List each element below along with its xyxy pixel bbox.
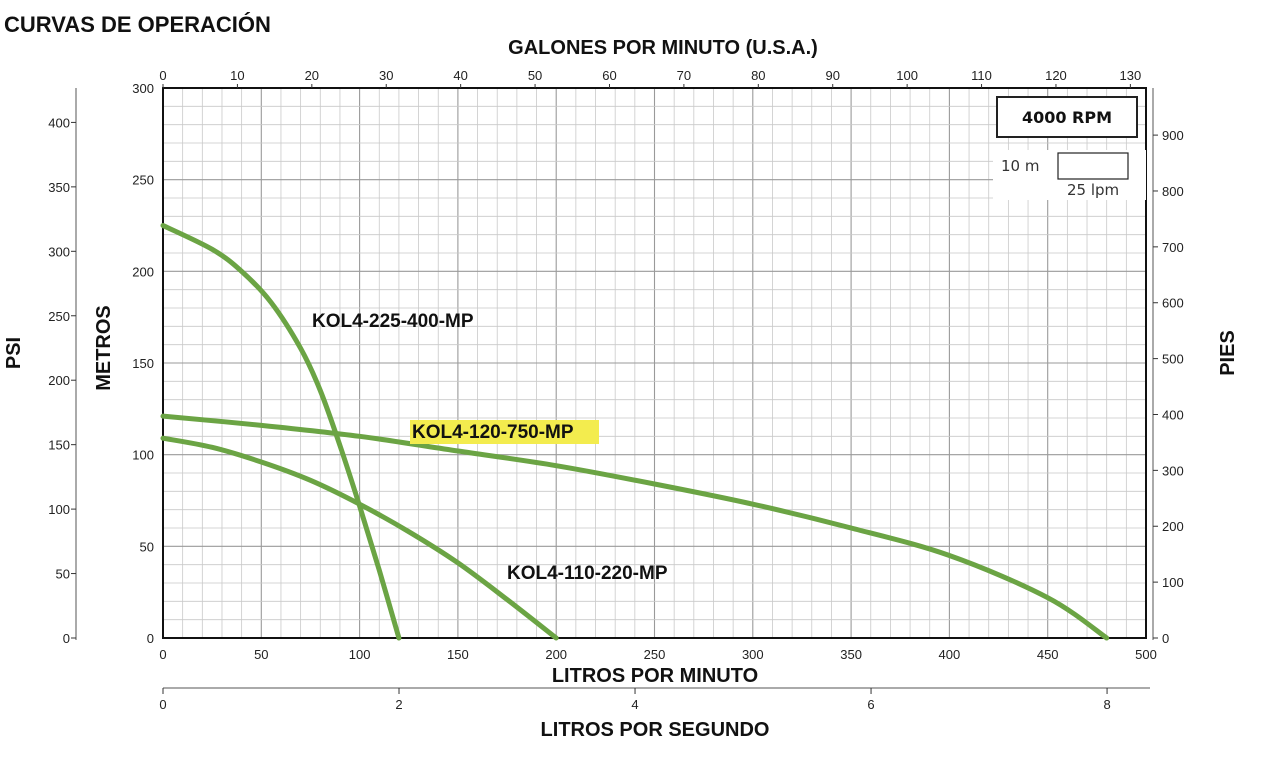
pies-tick-label: 500 [1162,352,1184,367]
psi-tick-label: 400 [48,115,70,130]
psi-tick-label: 250 [48,309,70,324]
lpm-tick-label: 350 [840,647,862,662]
rpm-box [996,96,1138,138]
plot-frame [162,87,1147,639]
gpm-tick-label: 120 [1045,68,1067,83]
lpm-tick-label: 150 [447,647,469,662]
metros-tick-label: 0 [147,631,154,646]
gpm-tick-label: 80 [751,68,765,83]
metros-tick-label: 150 [132,356,154,371]
curve-kol4-225-400-mp [160,223,402,641]
psi-tick-label: 300 [48,244,70,259]
metros-tick-label: 300 [132,81,154,96]
scale-horizontal-label: 25 lpm [1067,181,1119,199]
metros-axis-title: METROS [93,305,115,391]
gpm-tick-label: 40 [453,68,467,83]
pies-tick-label: 100 [1162,575,1184,590]
lpm-tick-label: 0 [159,647,166,662]
lps-tick-label: 0 [159,697,166,712]
gpm-tick-label: 0 [159,68,166,83]
top-axis-title: GALONES POR MINUTO (U.S.A.) [508,37,818,59]
gpm-tick-label: 90 [825,68,839,83]
lpm-tick-label: 500 [1135,647,1157,662]
gpm-tick-label: 20 [305,68,319,83]
metros-tick-label: 250 [132,173,154,188]
pies-tick-label: 0 [1162,631,1169,646]
gpm-tick-label: 60 [602,68,616,83]
curve-label-highlight [410,420,599,444]
bottom-axis-title: LITROS POR MINUTO [552,665,758,687]
gpm-tick-label: 10 [230,68,244,83]
gpm-tick-label: 70 [677,68,691,83]
curve-label-kol4-110-220-mp: KOL4-110-220-MP [507,563,668,584]
lpm-tick-label: 300 [742,647,764,662]
pies-tick-label: 600 [1162,296,1184,311]
metros-tick-label: 100 [132,448,154,463]
lpm-tick-label: 50 [254,647,268,662]
lps-tick-label: 2 [395,697,402,712]
psi-axis-title: PSI [3,337,25,369]
rpm-label: 4000 RPM [1022,108,1112,127]
scale-vertical-label: 10 m [1001,157,1039,175]
lpm-tick-label: 250 [644,647,666,662]
lps-tick-label: 8 [1103,697,1110,712]
pies-tick-label: 200 [1162,519,1184,534]
curves: KOL4-225-400-MP KOL4-120-750-MP KOL4-110-2… [160,223,1110,641]
lps-tick-label: 4 [631,697,638,712]
gpm-tick-label: 100 [896,68,918,83]
lpm-tick-label: 400 [939,647,961,662]
psi-tick-label: 50 [56,567,70,582]
lps-axis-title: LITROS POR SEGUNDO [541,719,770,741]
pies-tick-label: 700 [1162,240,1184,255]
lpm-tick-label: 100 [349,647,371,662]
psi-tick-label: 100 [48,502,70,517]
psi-tick-label: 150 [48,438,70,453]
gpm-tick-label: 130 [1120,68,1142,83]
chart-title: CURVAS DE OPERACIÓN [4,12,271,37]
gpm-tick-label: 110 [971,68,992,83]
pies-axis-title: PIES [1217,330,1239,376]
metros-tick-label: 50 [140,539,154,554]
lps-tick-label: 6 [867,697,874,712]
curve-label-kol4-225-400-mp: KOL4-225-400-MP [312,311,474,332]
curve-label-kol4-120-750-mp: KOL4-120-750-MP [412,422,574,443]
gpm-tick-label: 30 [379,68,393,83]
lpm-tick-label: 200 [545,647,567,662]
pies-tick-label: 300 [1162,463,1184,478]
gpm-tick-label: 50 [528,68,542,83]
pies-tick-label: 900 [1162,128,1184,143]
psi-tick-label: 350 [48,180,70,195]
scale-legend-box [1057,152,1129,180]
grid [75,87,1154,689]
metros-tick-label: 200 [132,264,154,279]
curve-kol4-110-220-mp [160,435,559,641]
psi-tick-label: 200 [48,373,70,388]
pies-tick-label: 800 [1162,184,1184,199]
curve-kol4-120-750-mp [160,413,1110,641]
psi-tick-label: 0 [63,631,70,646]
pies-tick-label: 400 [1162,407,1184,422]
lpm-tick-label: 450 [1037,647,1059,662]
